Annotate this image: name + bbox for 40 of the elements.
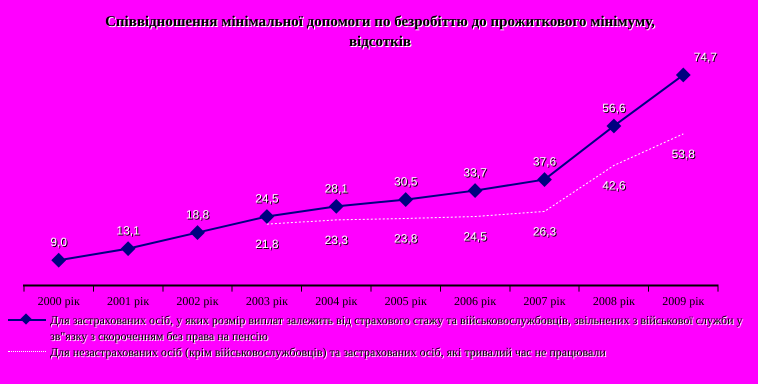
chart-title: Співвідношення мінімальної допомоги по безробіттю до прожиткового мінімуму, відсотків: [104, 13, 656, 52]
data-label: 24,5: [463, 230, 488, 244]
x-tick-label: 2005 рік: [384, 294, 427, 308]
data-label: 74,7: [694, 50, 718, 64]
point: [398, 192, 413, 207]
point: [538, 172, 552, 187]
x-tick-label: 2007 рік: [523, 294, 566, 308]
data-label: 21,8: [255, 237, 279, 252]
data-label: 28,1: [326, 182, 350, 196]
data-label: 9,0: [50, 235, 68, 250]
data-label: 23,8: [394, 231, 418, 246]
data-label: 18,8: [186, 208, 210, 223]
point: [121, 242, 136, 256]
data-label: 13,1: [117, 224, 142, 239]
legend-label: Для незастрахованих осіб (крім військовослужбовців) та застрахованих осіб, які тривалий час не працювали: [50, 344, 606, 360]
point: [260, 210, 274, 224]
point: [468, 184, 482, 198]
x-tick-label: 2002 рік: [176, 294, 219, 308]
x-tick-label: 2004 рік: [315, 294, 358, 308]
data-label: 42,6: [602, 178, 626, 192]
x-tick-label: 2003 рік: [246, 294, 288, 308]
x-tick-label: 2001 рік: [107, 294, 150, 308]
data-label: 33,7: [464, 166, 488, 181]
data-label: 56,6: [603, 102, 627, 116]
x-tick-label: 2008 рік: [592, 294, 636, 308]
data-label: 23,3: [324, 232, 348, 247]
data-label: 24,5: [256, 192, 280, 207]
data-label: 30,5: [395, 176, 419, 190]
x-tick-label: 2000 рік: [38, 294, 80, 308]
point: [190, 226, 204, 240]
point: [329, 199, 344, 214]
point: [606, 118, 621, 133]
data-label: 53,8: [672, 146, 696, 161]
point: [676, 68, 690, 82]
x-tick-label: 2009 рік: [662, 294, 705, 308]
legend-label: Для застрахованих осіб, у яких розмір виплат залежить від страхового стажу та військовослужбовців, звільнених з військової служби у зв"язку з скороченням без права на пенсію: [50, 312, 744, 344]
x-tick-label: 2006 рік: [454, 294, 496, 308]
point: [52, 253, 66, 268]
data-label: 37,6: [534, 156, 558, 170]
data-label: 26,3: [532, 224, 556, 238]
